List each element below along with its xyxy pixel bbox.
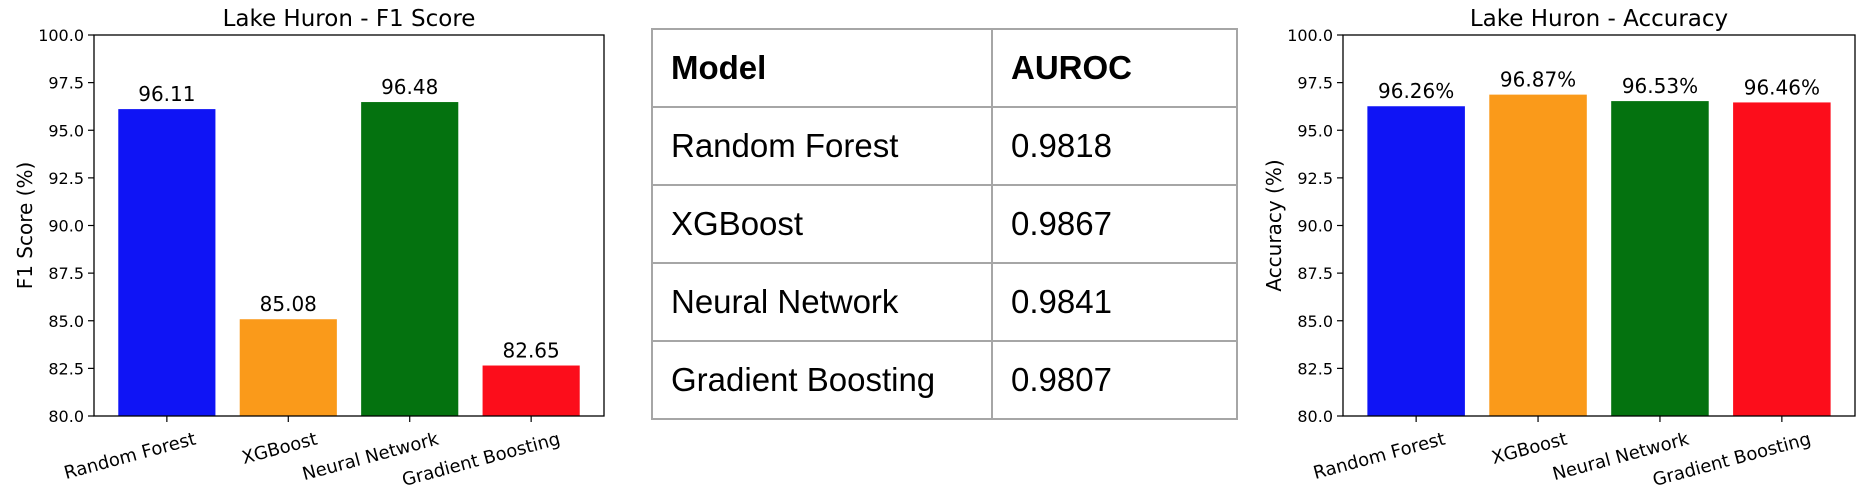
y-axis-label: F1 Score (%) bbox=[13, 162, 37, 290]
table-header-auroc: AUROC bbox=[991, 28, 1238, 108]
y-tick-label: 90.0 bbox=[48, 217, 84, 236]
bar-4 bbox=[482, 365, 580, 416]
plot-frame bbox=[1342, 34, 1856, 417]
f1-score-chart: Lake Huron - F1 Score F1 Score (%) 80.0 82.… bbox=[0, 0, 620, 499]
bar-3 bbox=[1611, 101, 1709, 416]
table-row: Neural Network 0.9841 bbox=[651, 262, 1238, 342]
table-cell-auroc: 0.9867 bbox=[991, 184, 1238, 264]
chart-title: Lake Huron - Accuracy bbox=[1470, 6, 1728, 32]
data-label: 96.26% bbox=[1378, 79, 1454, 103]
table-row: Gradient Boosting 0.9807 bbox=[651, 340, 1238, 420]
auroc-table: Model AUROC Random Forest 0.9818 XGBoost… bbox=[651, 28, 1238, 420]
table-cell-model: Neural Network bbox=[651, 262, 993, 342]
y-tick-label: 85.0 bbox=[1297, 312, 1333, 331]
y-tick-label: 92.5 bbox=[1297, 169, 1333, 188]
table-row: XGBoost 0.9867 bbox=[651, 184, 1238, 264]
bar-4 bbox=[1733, 102, 1831, 416]
data-label: 96.87% bbox=[1500, 68, 1576, 92]
y-axis-label: Accuracy (%) bbox=[1262, 159, 1286, 291]
data-label: 96.46% bbox=[1744, 75, 1820, 99]
table-cell-model: Random Forest bbox=[651, 106, 993, 186]
y-tick-label: 100.0 bbox=[38, 26, 84, 45]
chart-title: Lake Huron - F1 Score bbox=[223, 6, 476, 32]
chart-svg: Lake Huron - Accuracy Accuracy (%) 80.0 82.… bbox=[1262, 6, 1856, 491]
data-label: 96.11 bbox=[138, 82, 195, 106]
chart-svg: Lake Huron - F1 Score F1 Score (%) 80.0 82.… bbox=[13, 6, 605, 491]
x-tick-label: Random Forest bbox=[62, 429, 198, 484]
y-tick-label: 85.0 bbox=[48, 312, 84, 331]
bar-2 bbox=[1489, 94, 1587, 417]
y-tick-label: 100.0 bbox=[1287, 26, 1333, 45]
table-cell-auroc: 0.9841 bbox=[991, 262, 1238, 342]
x-tick-label: Random Forest bbox=[1311, 429, 1447, 484]
data-label: 82.65 bbox=[503, 339, 560, 363]
table-row: Random Forest 0.9818 bbox=[651, 106, 1238, 186]
table-cell-model: Gradient Boosting bbox=[651, 340, 993, 420]
data-label: 96.48 bbox=[381, 75, 438, 99]
table-cell-auroc: 0.9807 bbox=[991, 340, 1238, 420]
table-header-model: Model bbox=[651, 28, 993, 108]
y-tick-label: 80.0 bbox=[48, 407, 84, 426]
bar-2 bbox=[239, 319, 337, 416]
y-tick-label: 95.0 bbox=[1297, 121, 1333, 140]
plot-frame bbox=[93, 34, 605, 417]
data-label: 85.08 bbox=[260, 292, 317, 316]
y-tick-label: 87.5 bbox=[48, 264, 84, 283]
y-tick-label: 95.0 bbox=[48, 121, 84, 140]
y-tick-label: 97.5 bbox=[1297, 74, 1333, 93]
data-label: 96.53% bbox=[1622, 74, 1698, 98]
bar-1 bbox=[118, 109, 216, 417]
y-tick-label: 97.5 bbox=[48, 74, 84, 93]
y-tick-label: 82.5 bbox=[48, 359, 84, 378]
auroc-table-container: Model AUROC Random Forest 0.9818 XGBoost… bbox=[651, 28, 1238, 420]
bar-1 bbox=[1367, 106, 1465, 416]
table-header-row: Model AUROC bbox=[651, 28, 1238, 108]
y-tick-label: 92.5 bbox=[48, 169, 84, 188]
table-cell-model: XGBoost bbox=[651, 184, 993, 264]
y-tick-label: 90.0 bbox=[1297, 217, 1333, 236]
table-cell-auroc: 0.9818 bbox=[991, 106, 1238, 186]
bar-3 bbox=[361, 102, 459, 416]
y-tick-label: 82.5 bbox=[1297, 359, 1333, 378]
y-tick-label: 87.5 bbox=[1297, 264, 1333, 283]
accuracy-chart: Lake Huron - Accuracy Accuracy (%) 80.0 82.… bbox=[1250, 0, 1873, 499]
y-tick-label: 80.0 bbox=[1297, 407, 1333, 426]
